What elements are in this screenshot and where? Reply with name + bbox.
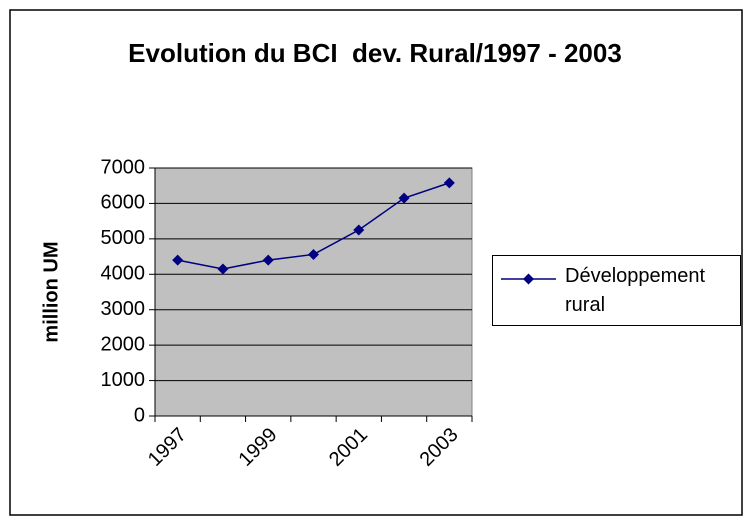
- y-axis-label: million UM: [40, 241, 62, 342]
- y-tick-label: 1000: [101, 369, 146, 391]
- chart-title: Evolution du BCI dev. Rural/1997 - 2003: [128, 38, 622, 68]
- legend: Développement rural: [492, 255, 741, 326]
- legend-swatch: [501, 273, 556, 285]
- y-tick-label: 0: [134, 404, 145, 426]
- data-point: [262, 254, 274, 266]
- y-tick-label: 6000: [101, 192, 146, 214]
- legend-label: Développement rural: [565, 265, 706, 316]
- legend-marker: [523, 273, 534, 285]
- data-point: [172, 254, 184, 266]
- plot-area: [154, 167, 473, 417]
- data-point: [353, 224, 365, 236]
- data-point: [398, 192, 410, 204]
- y-tick-label: 2000: [101, 333, 146, 355]
- y-tick-label: 4000: [101, 263, 146, 285]
- data-point: [443, 177, 455, 189]
- y-tick-label: 3000: [101, 298, 146, 320]
- y-tick-label: 5000: [101, 227, 146, 249]
- data-point: [217, 263, 229, 275]
- y-tick-label: 7000: [101, 156, 146, 178]
- data-point: [308, 248, 319, 260]
